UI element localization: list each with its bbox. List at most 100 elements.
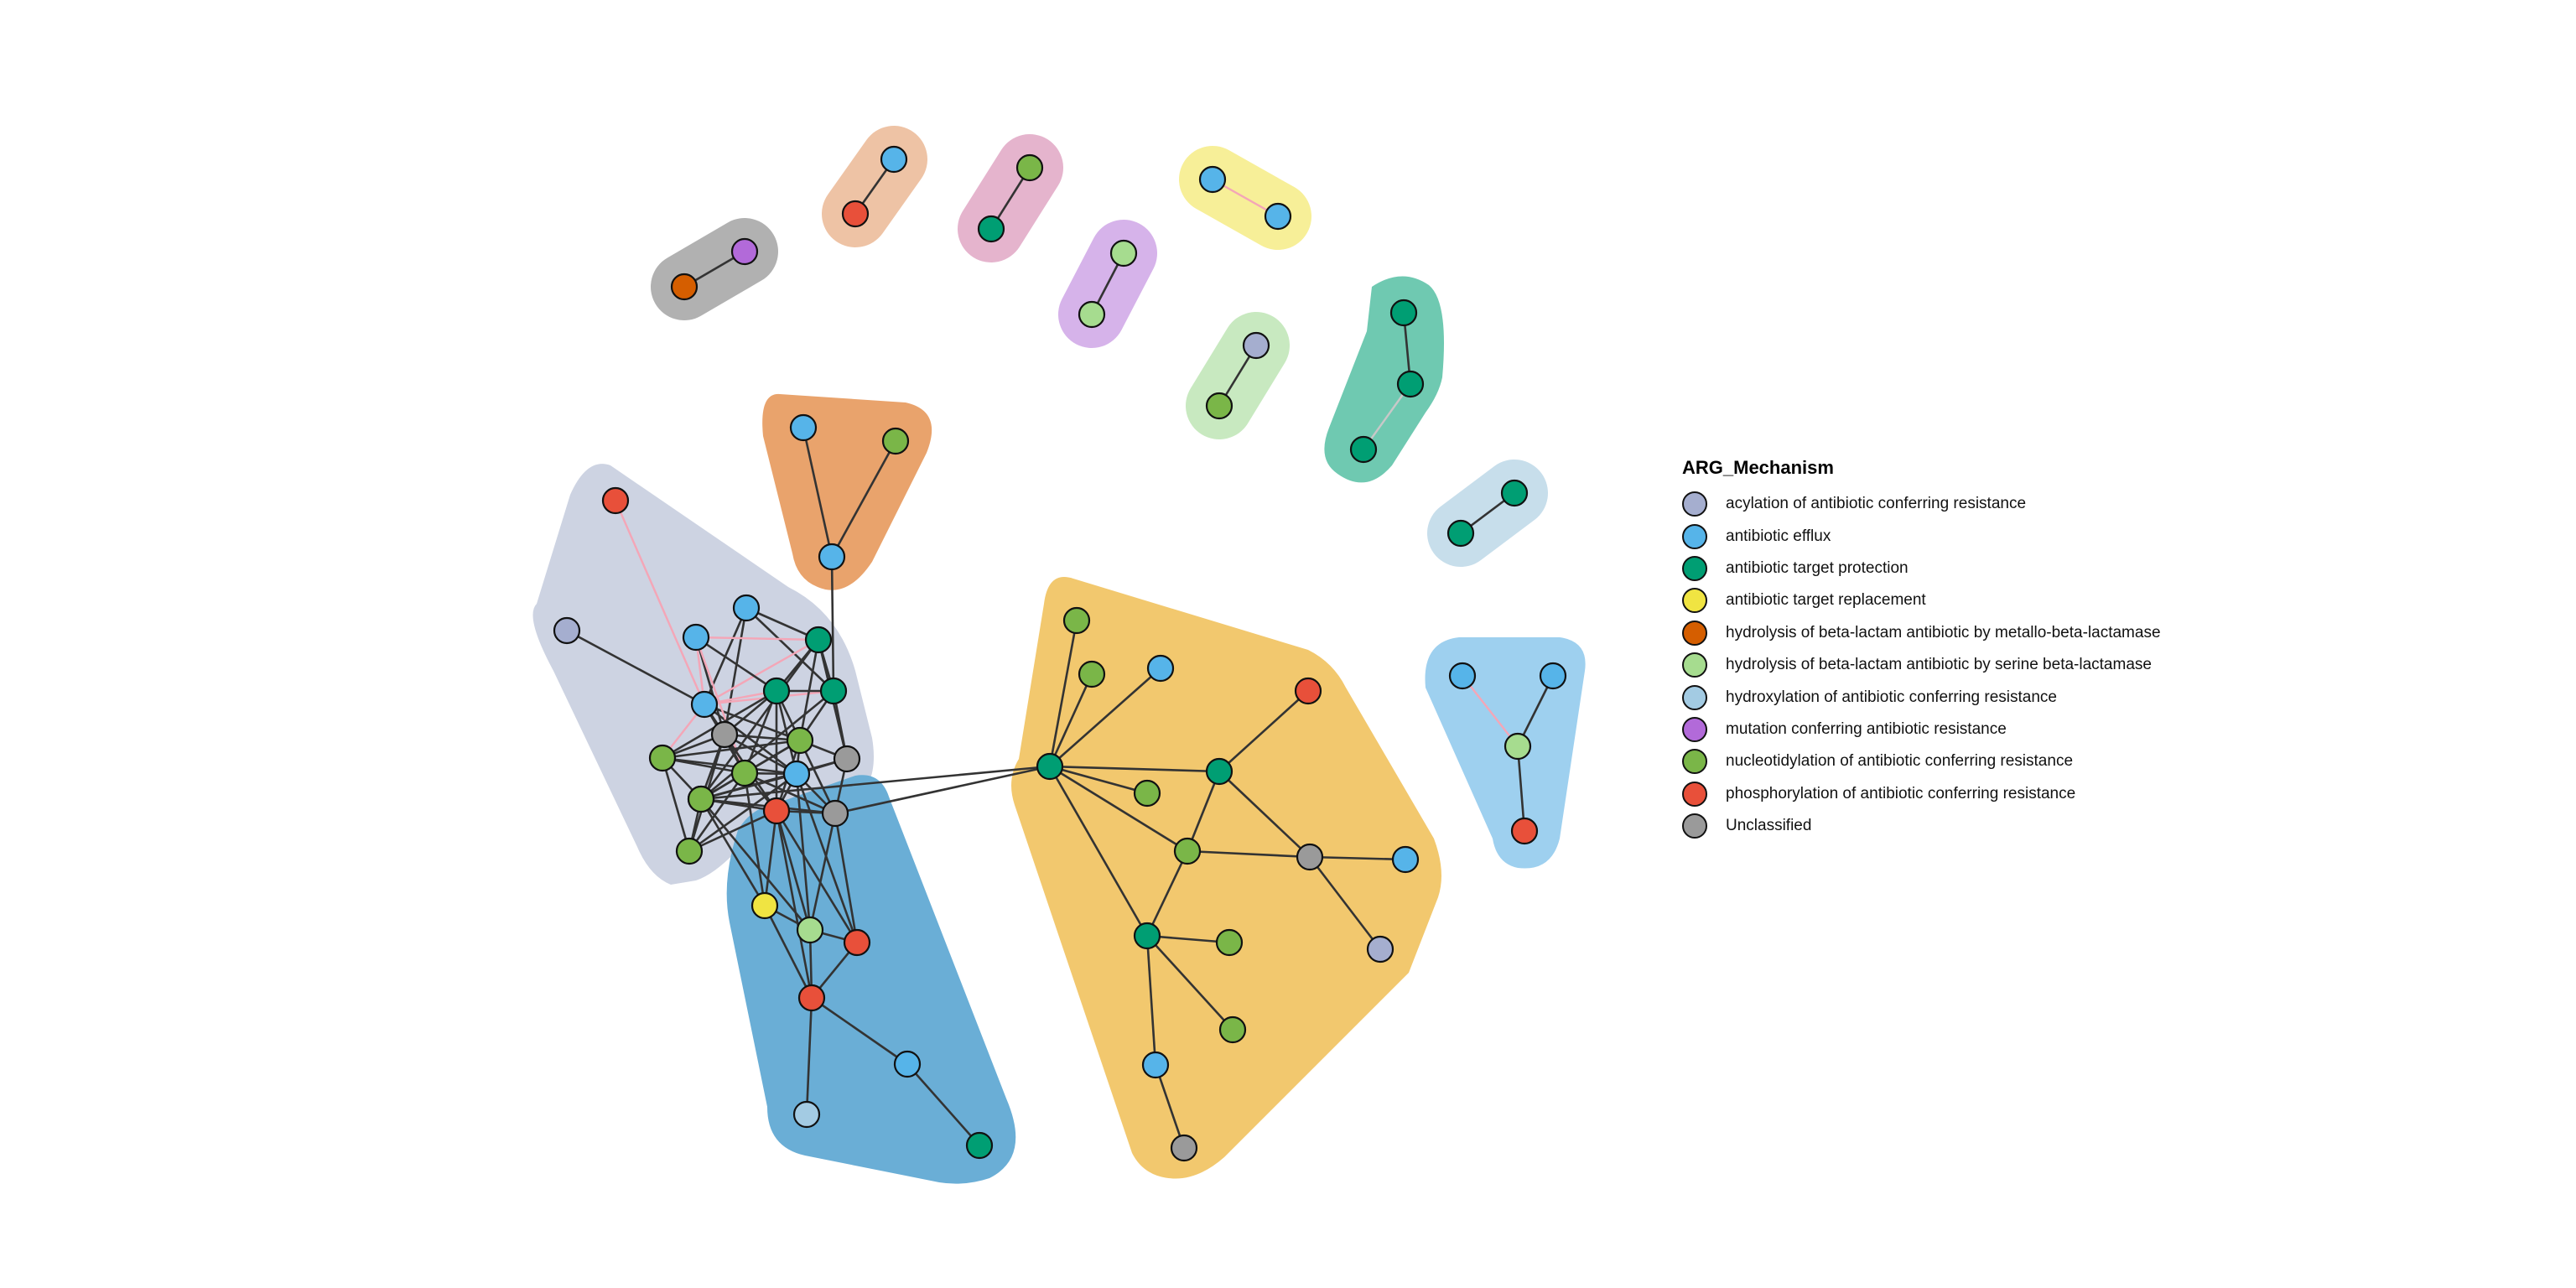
legend-label: hydrolysis of beta-lactam antibiotic by … bbox=[1726, 623, 2161, 641]
edge-1-6 bbox=[614, 500, 706, 705]
node-15 bbox=[782, 760, 811, 788]
node-36 bbox=[1205, 757, 1233, 786]
legend-swatch bbox=[1682, 781, 1707, 807]
edge-17-22 bbox=[775, 810, 859, 943]
node-29 bbox=[818, 543, 846, 571]
node-53 bbox=[841, 200, 870, 228]
node-41 bbox=[1215, 928, 1244, 957]
edge-15-22 bbox=[795, 773, 859, 943]
edge-27-29 bbox=[802, 427, 834, 558]
edge-34-37 bbox=[1049, 765, 1188, 853]
node-43 bbox=[1218, 1015, 1247, 1044]
edge-38-42 bbox=[1308, 856, 1382, 950]
legend-swatch bbox=[1682, 749, 1707, 775]
legend-swatch bbox=[1682, 813, 1707, 839]
node-9 bbox=[710, 720, 739, 749]
node-49 bbox=[1504, 732, 1532, 761]
node-66 bbox=[1446, 519, 1475, 548]
edge-20-23 bbox=[763, 905, 813, 999]
node-1 bbox=[601, 486, 630, 515]
node-13 bbox=[730, 759, 759, 787]
legend-label: nucleotidylation of antibiotic conferrin… bbox=[1726, 752, 2074, 771]
edge-40-43 bbox=[1146, 935, 1233, 1031]
edge-36-37 bbox=[1186, 771, 1221, 852]
legend-label: Unclassified bbox=[1726, 817, 1812, 835]
edge-44-45 bbox=[1154, 1064, 1186, 1149]
cluster-hull-c2 bbox=[726, 775, 1016, 1184]
legend-title: ARG_Mechanism bbox=[1682, 457, 1834, 478]
node-5 bbox=[804, 626, 833, 654]
node-10 bbox=[648, 744, 677, 772]
node-11 bbox=[786, 726, 814, 755]
edge-18-34 bbox=[834, 765, 1051, 815]
node-24 bbox=[893, 1050, 922, 1078]
legend-item-unclassified: Unclassified bbox=[1682, 810, 2269, 842]
node-7 bbox=[762, 677, 791, 705]
edge-34-32 bbox=[1049, 667, 1161, 767]
node-17 bbox=[762, 797, 791, 825]
node-35 bbox=[1133, 779, 1161, 808]
node-37 bbox=[1173, 837, 1202, 865]
node-57 bbox=[1078, 300, 1106, 329]
cluster-hull-c4 bbox=[1011, 577, 1441, 1179]
node-4 bbox=[682, 623, 710, 652]
legend-item-acylation: acylation of antibiotic conferring resis… bbox=[1682, 488, 2269, 520]
edge-23-25 bbox=[805, 997, 813, 1115]
legend-label: antibiotic efflux bbox=[1726, 527, 1831, 545]
node-20 bbox=[750, 891, 779, 920]
node-64 bbox=[1396, 370, 1425, 398]
node-21 bbox=[796, 916, 824, 944]
node-52 bbox=[730, 237, 759, 266]
node-54 bbox=[880, 145, 908, 174]
node-2 bbox=[553, 616, 581, 645]
edge-37-38 bbox=[1187, 849, 1311, 859]
node-44 bbox=[1141, 1051, 1170, 1079]
node-67 bbox=[1500, 479, 1529, 507]
node-18 bbox=[821, 799, 849, 828]
node-58 bbox=[1109, 239, 1138, 267]
legend-swatch bbox=[1682, 491, 1707, 517]
legend-item-metallo_bl: hydrolysis of beta-lactam antibiotic by … bbox=[1682, 617, 2269, 649]
cluster-hull-c3 bbox=[762, 393, 932, 590]
node-55 bbox=[977, 215, 1005, 243]
node-45 bbox=[1170, 1134, 1198, 1162]
node-51 bbox=[670, 273, 699, 301]
legend-label: antibiotic target protection bbox=[1726, 558, 1909, 577]
edge-38-39 bbox=[1309, 855, 1406, 861]
edge-18-22 bbox=[834, 813, 859, 943]
node-56 bbox=[1015, 153, 1044, 182]
legend-item-target_replacement: antibiotic target replacement bbox=[1682, 584, 2269, 616]
legend-item-hydroxylation: hydroxylation of antibiotic conferring r… bbox=[1682, 681, 2269, 713]
edge-34-31 bbox=[1048, 673, 1093, 767]
node-3 bbox=[732, 594, 761, 622]
node-39 bbox=[1391, 845, 1420, 874]
legend-swatch bbox=[1682, 652, 1707, 678]
edge-40-44 bbox=[1145, 935, 1157, 1066]
legend-swatch bbox=[1682, 523, 1707, 549]
edge-5-14 bbox=[699, 639, 820, 800]
edge-24-26 bbox=[906, 1063, 980, 1146]
legend-swatch bbox=[1682, 684, 1707, 710]
legend-swatch bbox=[1682, 588, 1707, 614]
edge-17-23 bbox=[775, 810, 813, 999]
edge-49-50 bbox=[1516, 745, 1526, 832]
legend-item-phosphorylation: phosphorylation of antibiotic conferring… bbox=[1682, 778, 2269, 810]
legend-item-mutation: mutation conferring antibiotic resistanc… bbox=[1682, 714, 2269, 745]
node-42 bbox=[1366, 935, 1394, 963]
legend-swatch bbox=[1682, 620, 1707, 646]
edge-36-33 bbox=[1218, 690, 1309, 772]
legend-label: hydrolysis of beta-lactam antibiotic by … bbox=[1726, 656, 2152, 674]
legend-item-efflux: antibiotic efflux bbox=[1682, 520, 2269, 552]
node-30 bbox=[1062, 606, 1091, 635]
node-59 bbox=[1198, 165, 1227, 194]
node-63 bbox=[1389, 299, 1418, 327]
node-8 bbox=[819, 677, 848, 705]
edge-16-17 bbox=[688, 809, 777, 853]
legend-label: antibiotic target replacement bbox=[1726, 591, 1926, 610]
node-47 bbox=[1448, 662, 1477, 690]
edge-10-15 bbox=[662, 756, 797, 776]
legend-item-serine_bl: hydrolysis of beta-lactam antibiotic by … bbox=[1682, 649, 2269, 681]
legend-swatch bbox=[1682, 716, 1707, 742]
edge-11-18 bbox=[798, 740, 837, 814]
node-32 bbox=[1146, 654, 1175, 683]
